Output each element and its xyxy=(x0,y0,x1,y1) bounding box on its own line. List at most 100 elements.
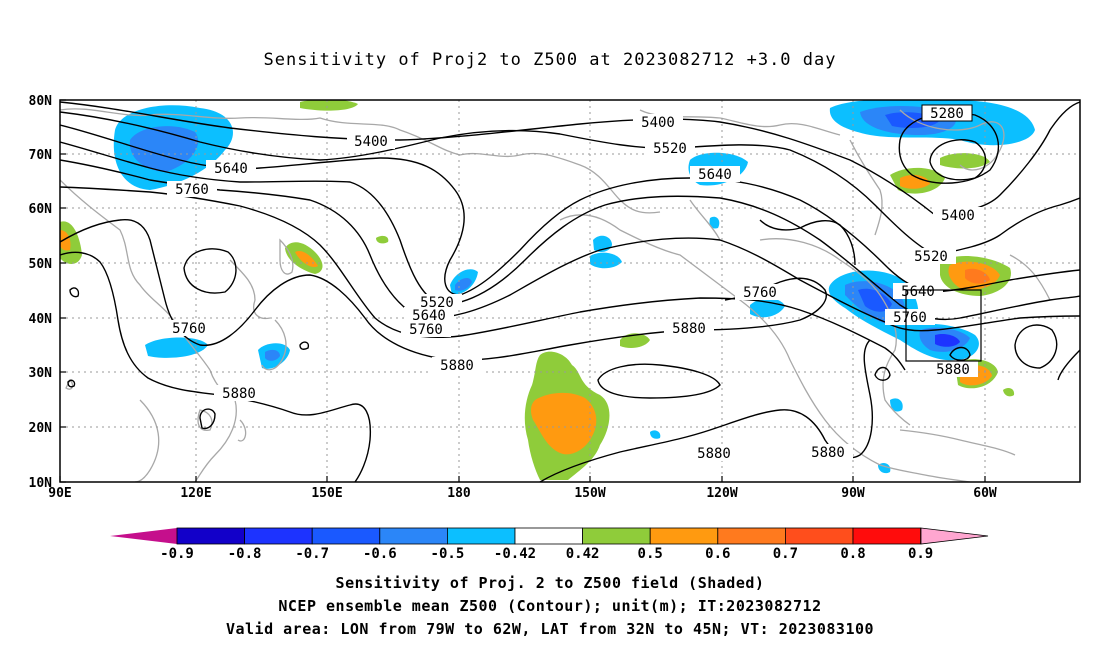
shade-blue-region xyxy=(590,252,622,269)
colorbar-label: -0.5 xyxy=(431,546,465,562)
shade-blue-region xyxy=(265,349,280,361)
contour-line xyxy=(60,101,1080,216)
contour-line xyxy=(1014,324,1058,369)
contour-line xyxy=(69,287,80,298)
contour-label: 5760 xyxy=(409,322,443,338)
colorbar-box xyxy=(244,527,313,545)
contour-label: 5640 xyxy=(901,284,935,300)
map-title: Sensitivity of Proj2 to Z500 at 20230827… xyxy=(263,50,837,70)
colorbar-label: 0.7 xyxy=(773,546,798,562)
shade-orange-region xyxy=(900,174,930,189)
colorbar-label: 0.9 xyxy=(908,546,933,562)
shade-green-region xyxy=(1003,387,1015,397)
axis-ticks xyxy=(59,99,986,483)
shade-orange-region xyxy=(965,268,990,284)
colorbar-label: -0.6 xyxy=(363,546,397,562)
lon-label: 120W xyxy=(706,486,737,501)
colorbar-box xyxy=(582,527,651,545)
contour-label: 5880 xyxy=(672,321,706,337)
contour-line xyxy=(60,141,1080,321)
map-frame xyxy=(59,99,1081,483)
contour-label: 5760 xyxy=(175,182,209,198)
colorbar-boxes xyxy=(176,527,921,545)
contour-label: 5880 xyxy=(440,358,474,374)
shade-orange-region xyxy=(60,230,71,251)
caption-contour: NCEP ensemble mean Z500 (Contour); unit(… xyxy=(278,597,822,615)
contour-label: 5400 xyxy=(641,115,675,131)
contour-line xyxy=(597,363,721,399)
colorbar-box xyxy=(649,527,719,545)
lat-label: 10N xyxy=(29,476,53,491)
colorbar-label: -0.42 xyxy=(494,546,536,562)
lat-label: 40N xyxy=(29,312,53,327)
colorbar-labels: -0.9 -0.8 -0.7 -0.6 -0.5 -0.42 0.42 0.5 0.6 0.7 0.… xyxy=(160,546,933,562)
caption-shaded: Sensitivity of Proj. 2 to Z500 field (Sh… xyxy=(335,574,765,592)
colorbar-label: 0.6 xyxy=(705,546,730,562)
contour-label: 5760 xyxy=(743,285,777,301)
shade-green-region xyxy=(300,100,358,111)
colorbar-high-end xyxy=(920,527,989,545)
lat-label: 80N xyxy=(29,94,53,109)
contour-line xyxy=(60,124,1080,296)
colorbar-label: -0.9 xyxy=(160,546,194,562)
shade-blue-region xyxy=(709,216,720,229)
contour-label: 5880 xyxy=(222,386,256,402)
lon-label: 90W xyxy=(841,486,865,501)
lat-label: 70N xyxy=(29,148,53,163)
lon-axis-labels: 90E 120E 150E 180 150W 120W 90W 60W xyxy=(48,486,997,501)
lon-label: 150W xyxy=(574,486,605,501)
contour-label: 5880 xyxy=(936,362,970,378)
lon-label: 60W xyxy=(973,486,997,501)
colorbar-label: -0.8 xyxy=(228,546,262,562)
colorbar-label: 0.5 xyxy=(638,546,663,562)
contour-label: 5520 xyxy=(914,249,948,265)
shade-blue-region xyxy=(890,398,903,412)
contour-label-group: 5400 5640 5760 5400 5520 5640 5280 5400 … xyxy=(164,104,983,462)
contour-line xyxy=(183,248,237,294)
sensitivity-shading xyxy=(60,100,1035,480)
colorbar-box xyxy=(379,527,448,545)
contour-label: 5880 xyxy=(811,445,845,461)
shade-green-region xyxy=(376,235,389,244)
colorbar-box xyxy=(176,527,245,545)
colorbar: -0.9 -0.8 -0.7 -0.6 -0.5 -0.42 0.42 0.5 0.6 0.7 0.… xyxy=(110,527,989,562)
contour-line xyxy=(949,346,971,361)
contour-line xyxy=(60,159,1080,332)
contour-label: 5760 xyxy=(172,321,206,337)
shade-orange-region xyxy=(530,392,597,455)
valid-area-box xyxy=(905,289,982,362)
contour-line xyxy=(60,251,372,482)
contour-line xyxy=(60,186,906,371)
z500-contours xyxy=(60,101,1080,482)
contour-line xyxy=(60,218,827,361)
contour-label: 5880 xyxy=(697,446,731,462)
shade-blue-region xyxy=(145,337,208,358)
colorbar-label: 0.8 xyxy=(840,546,865,562)
lat-axis-labels: 80N 70N 60N 50N 40N 30N 20N 10N xyxy=(29,94,53,491)
shade-green-region xyxy=(620,333,650,348)
contour-label: 5400 xyxy=(354,134,388,150)
lat-label: 50N xyxy=(29,257,53,272)
shade-blue-region xyxy=(935,333,960,347)
colorbar-box xyxy=(311,527,381,545)
lat-lon-grid xyxy=(60,100,1080,482)
contour-label: 5760 xyxy=(893,310,927,326)
lat-label: 30N xyxy=(29,366,53,381)
contour-label: 5520 xyxy=(653,141,687,157)
lon-label: 180 xyxy=(447,486,471,501)
contour-line xyxy=(539,339,873,482)
shade-blue-region xyxy=(858,288,892,312)
colorbar-box xyxy=(446,527,516,545)
lat-label: 60N xyxy=(29,202,53,217)
contour-line xyxy=(67,379,76,388)
contour-label: 5640 xyxy=(412,308,446,324)
colorbar-label: 0.42 xyxy=(566,546,600,562)
contour-label: 5400 xyxy=(941,208,975,224)
contour-label: 5280 xyxy=(930,106,964,122)
colorbar-box xyxy=(852,527,921,545)
colorbar-low-end xyxy=(110,528,177,544)
contour-line xyxy=(199,408,216,430)
shade-blue-region xyxy=(750,298,785,318)
contour-label: 5640 xyxy=(214,161,248,177)
